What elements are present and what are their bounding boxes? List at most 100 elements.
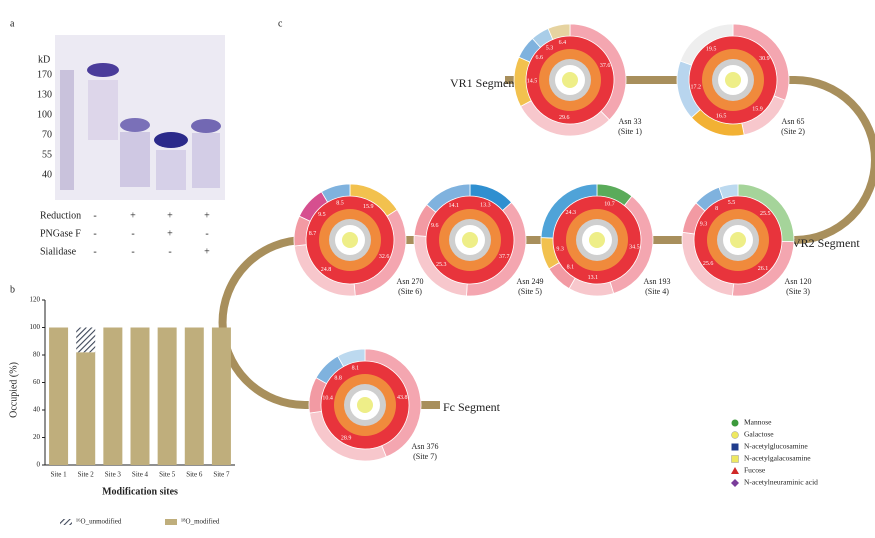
center — [462, 232, 478, 248]
x-tick-label: Site 7 — [213, 471, 230, 479]
cell: - — [93, 246, 96, 257]
legend-icon — [731, 419, 739, 427]
y-tick-label: 80 — [33, 351, 41, 359]
marker-label: 55 — [42, 149, 52, 160]
segment-value: 9.6 — [431, 223, 439, 229]
y-tick-label: 40 — [33, 406, 41, 414]
legend-icon — [731, 431, 739, 439]
legend-label: ¹⁶O_unmodified — [76, 518, 122, 526]
sunburst-segment — [540, 183, 598, 239]
site-asn: Asn 249 — [517, 277, 544, 286]
center — [725, 72, 741, 88]
legend-label: Galactose — [744, 430, 774, 439]
panel-label: a — [10, 18, 15, 29]
segment-value: 9.3 — [556, 247, 564, 253]
segment-value: 24.8 — [321, 267, 332, 273]
segment-value: 9.3 — [700, 222, 708, 228]
legend-label: Fucose — [744, 466, 766, 475]
legend-label: N-acetylneuraminic acid — [744, 478, 818, 487]
segment-value: 13.3 — [480, 203, 491, 209]
legend-icon — [731, 467, 739, 474]
segment-value: 17.2 — [690, 85, 701, 91]
legend-swatch — [60, 519, 72, 525]
segment-value: 16.5 — [716, 113, 727, 119]
cell: - — [205, 228, 208, 239]
cell: - — [131, 228, 134, 239]
segment-value: 30.9 — [759, 56, 770, 62]
bar — [76, 327, 96, 353]
x-tick-label: Site 2 — [78, 471, 95, 479]
segment-value: 25.3 — [436, 262, 447, 268]
legend-icon — [731, 455, 739, 463]
segment-value: 37.7 — [499, 254, 510, 260]
x-tick-label: Site 1 — [51, 471, 68, 479]
segment-value: 8.1 — [567, 264, 575, 270]
row-label: PNGase F — [40, 228, 81, 239]
site-number: (Site 1) — [618, 127, 642, 136]
bar — [157, 327, 177, 465]
bar — [103, 327, 123, 465]
legend-label: ¹⁸O_modified — [181, 518, 220, 526]
legend-label: Mannose — [744, 418, 772, 427]
site-asn: Asn 33 — [619, 117, 642, 126]
segment-value: 5.3 — [546, 45, 554, 51]
bar — [49, 327, 69, 465]
cell: - — [168, 246, 171, 257]
legend-label: N-acetylglucosamine — [744, 442, 808, 451]
cell: - — [93, 210, 96, 221]
y-axis-title: Occupied (%) — [8, 362, 19, 418]
segment-value: 29.6 — [559, 115, 570, 121]
sunburst-segment — [679, 23, 734, 66]
segment-value: 25.6 — [703, 261, 714, 267]
cell: - — [131, 246, 134, 257]
marker-label: 70 — [42, 129, 52, 140]
y-tick-label: 100 — [30, 323, 41, 331]
segment-value: 14.1 — [448, 203, 459, 209]
row-label: Reduction — [40, 210, 81, 221]
segment-value: 8.7 — [309, 231, 317, 237]
segment-value: 8 — [715, 206, 718, 212]
center — [357, 397, 373, 413]
bar — [130, 327, 150, 465]
site-asn: Asn 376 — [412, 442, 439, 451]
gel-bands — [60, 63, 221, 190]
site-number: (Site 6) — [398, 287, 422, 296]
marker-label: 40 — [42, 169, 52, 180]
bar — [76, 352, 96, 465]
cell: + — [204, 210, 210, 221]
unit-label: kD — [38, 54, 50, 65]
bar — [211, 327, 231, 465]
segment-value: 10.4 — [322, 395, 333, 401]
y-tick-label: 120 — [30, 296, 41, 304]
segment-value: 15.9 — [363, 204, 374, 210]
segment-value: 19.5 — [706, 46, 717, 52]
segment-value: 6.6 — [536, 55, 544, 61]
sunburst-segment — [337, 348, 366, 368]
site-asn: Asn 270 — [397, 277, 424, 286]
legend-icon — [731, 479, 739, 487]
y-tick-label: 60 — [33, 378, 41, 386]
segment-value: 10.7 — [604, 202, 615, 208]
marker-label: 100 — [37, 109, 52, 120]
center — [589, 232, 605, 248]
legend-swatch — [165, 519, 177, 525]
site-number: (Site 4) — [645, 287, 669, 296]
bar — [184, 327, 204, 465]
segment-value: 8.8 — [334, 376, 342, 382]
site-asn: Asn 65 — [782, 117, 805, 126]
marker-label: 170 — [37, 69, 52, 80]
marker-label: 130 — [37, 89, 52, 100]
segment-value: 26.1 — [758, 266, 769, 272]
segment-value: 8.1 — [352, 366, 360, 372]
segment-value: 9.5 — [318, 212, 326, 218]
segment-value: 43.8 — [397, 395, 408, 401]
site-number: (Site 3) — [786, 287, 810, 296]
segment-value: 37.6 — [600, 63, 611, 69]
segment-value: 34.5 — [629, 244, 640, 250]
y-tick-label: 20 — [33, 433, 41, 441]
site-number: (Site 2) — [781, 127, 805, 136]
y-tick-label: 0 — [37, 461, 41, 469]
sunburst-segment — [547, 23, 571, 41]
segment-label: VR2 Segment — [792, 236, 860, 250]
